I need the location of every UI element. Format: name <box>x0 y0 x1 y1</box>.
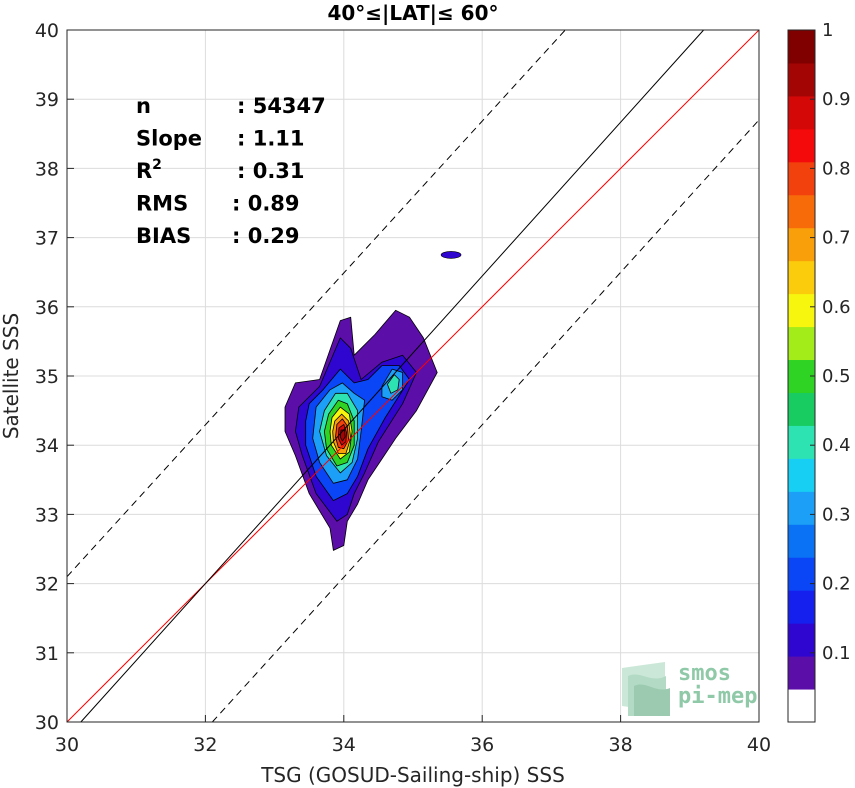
colorbar: 0.1 0.2 0.3 0.4 0.5 0.6 0.7 0.8 0.9 1 <box>787 20 851 723</box>
x-tick-label: 32 <box>193 734 217 756</box>
y-tick-label: 37 <box>35 228 59 250</box>
x-tick-label: 38 <box>609 734 633 756</box>
colorbar-tick-label: 0.2 <box>822 574 851 595</box>
colorbar-swatch <box>788 95 815 130</box>
colorbar-swatch <box>788 30 815 64</box>
axis-ticks: 30 32 34 36 38 40 30 31 32 33 34 35 36 37 38 39 40 <box>35 20 771 756</box>
colorbar-swatch <box>788 260 815 295</box>
y-tick-label: 36 <box>35 297 59 319</box>
y-tick-label: 30 <box>35 712 59 734</box>
stat-superscript: 2 <box>152 157 162 173</box>
x-tick-label: 36 <box>470 734 494 756</box>
logo-line-2: pi-mep <box>678 684 757 709</box>
fit-line <box>80 29 705 723</box>
stat-label: n <box>136 94 151 118</box>
colorbar-swatch <box>788 590 815 624</box>
colorbar-swatch <box>788 557 815 591</box>
y-tick-label: 32 <box>35 574 59 596</box>
smos-pi-mep-logo: smos pi-mep <box>622 661 757 716</box>
logo-line-1: smos <box>678 661 731 686</box>
colorbar-swatch <box>788 689 815 723</box>
identity-line <box>66 29 760 723</box>
y-tick-label: 39 <box>35 89 59 111</box>
lower-bound-line <box>211 119 760 723</box>
colorbar-swatch <box>788 392 815 426</box>
outlier-blob <box>440 251 462 259</box>
logo-wave-icon <box>622 662 670 716</box>
colorbar-swatch <box>788 491 815 525</box>
x-tick-label: 40 <box>747 734 771 756</box>
colorbar-swatch <box>788 623 815 657</box>
colorbar-swatch <box>788 425 815 459</box>
stat-value: : 1.11 <box>237 127 305 151</box>
colorbar-tick-label: 0.4 <box>822 435 851 456</box>
density-contours <box>284 251 462 551</box>
stat-label: BIAS <box>136 224 191 248</box>
colorbar-tick-label: 0.1 <box>822 643 851 664</box>
colorbar-tick-label: 1 <box>822 20 833 41</box>
reference-lines <box>66 29 760 723</box>
chart-title: 40°≤|LAT|≤ 60° <box>327 1 498 25</box>
colorbar-tick-label: 0.9 <box>822 89 851 110</box>
y-tick-label: 40 <box>35 20 59 42</box>
x-axis-label: TSG (GOSUD-Sailing-ship) SSS <box>260 763 565 787</box>
y-tick-label: 35 <box>35 366 59 388</box>
colorbar-tick-label: 0.8 <box>822 158 851 179</box>
stat-value: : 54347 <box>237 94 326 118</box>
colorbar-swatch <box>788 227 815 262</box>
grid <box>66 29 760 723</box>
colorbar-tick-label: 0.3 <box>822 504 851 525</box>
upper-bound-line <box>66 29 566 578</box>
stat-value: : 0.89 <box>232 192 300 216</box>
colorbar-swatch <box>788 194 815 229</box>
stat-label: Slope <box>136 127 202 151</box>
colorbar-swatch <box>788 326 815 361</box>
colorbar-tick-label: 0.6 <box>822 297 851 318</box>
x-tick-label: 34 <box>332 734 356 756</box>
secondary-contour-level <box>386 374 400 394</box>
stat-label: RMS <box>136 192 188 216</box>
y-tick-label: 34 <box>35 435 59 457</box>
colorbar-tick-label: 0.7 <box>822 228 851 249</box>
y-tick-label: 33 <box>35 504 59 526</box>
colorbar-tick-label: 0.5 <box>822 366 851 387</box>
colorbar-swatch <box>788 161 815 196</box>
x-tick-label: 30 <box>55 734 79 756</box>
colorbar-swatch <box>788 128 815 163</box>
colorbar-swatch <box>788 293 815 328</box>
y-tick-label: 38 <box>35 158 59 180</box>
colorbar-swatch <box>788 62 815 97</box>
colorbar-swatch <box>788 458 815 492</box>
y-tick-label: 31 <box>35 643 59 665</box>
colorbar-swatch <box>788 656 815 690</box>
y-axis-label: Satellite SSS <box>0 313 23 439</box>
stat-value: : 0.29 <box>232 224 300 248</box>
stat-value: : 0.31 <box>237 159 305 183</box>
colorbar-swatch <box>788 524 815 558</box>
